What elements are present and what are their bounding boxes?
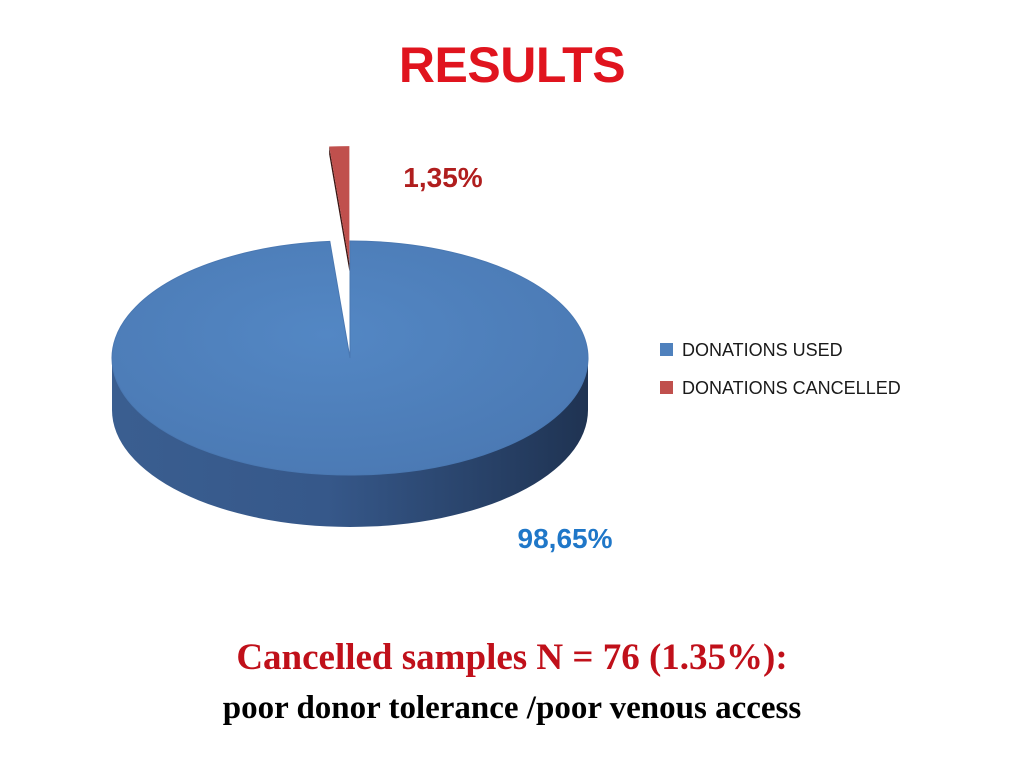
legend-label-donations-used: DONATIONS USED bbox=[682, 340, 843, 360]
slice-donations-cancelled bbox=[329, 146, 350, 264]
legend-swatch-donations-cancelled bbox=[660, 381, 673, 394]
caption-cancelled-samples: Cancelled samples N = 76 (1.35%): bbox=[236, 637, 788, 678]
label-donations-used: 98,65% bbox=[518, 523, 613, 554]
slice-donations-used bbox=[111, 240, 589, 476]
slice-side-donations-used bbox=[112, 358, 588, 527]
pie-top-face bbox=[111, 146, 589, 476]
pie-side-wall bbox=[112, 358, 588, 527]
legend-label-donations-cancelled: DONATIONS CANCELLED bbox=[682, 378, 901, 398]
chart-legend: DONATIONS USED DONATIONS CANCELLED bbox=[660, 340, 901, 398]
slide-title: RESULTS bbox=[398, 37, 626, 93]
label-donations-cancelled: 1,35% bbox=[403, 162, 482, 193]
slice-side-donations-cancelled bbox=[329, 146, 350, 272]
caption-reasons: poor donor tolerance /poor venous access bbox=[222, 690, 802, 726]
legend-swatch-donations-used bbox=[660, 343, 673, 356]
pie-labels: 98,65% 1,35% bbox=[403, 162, 612, 554]
